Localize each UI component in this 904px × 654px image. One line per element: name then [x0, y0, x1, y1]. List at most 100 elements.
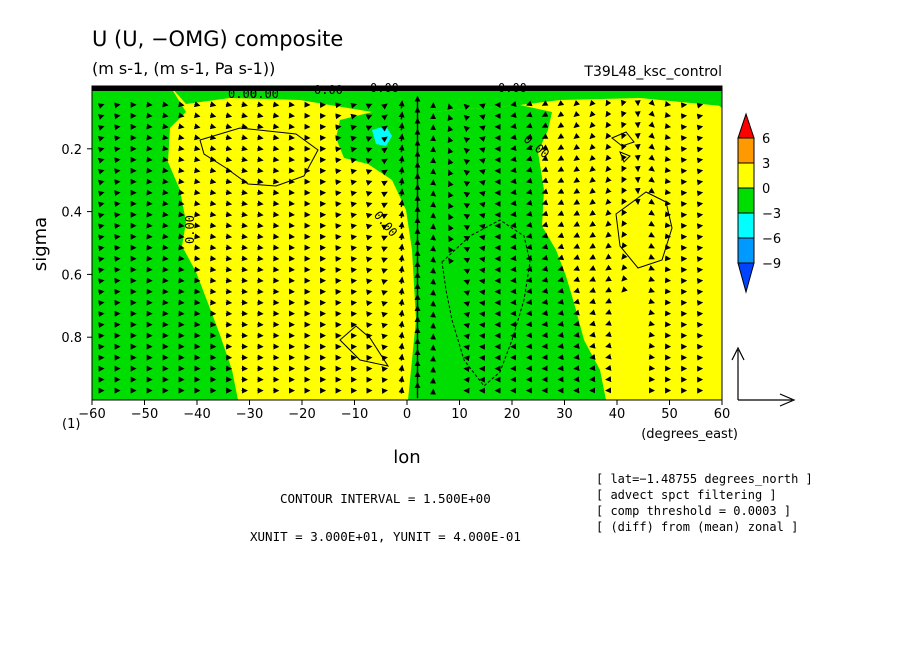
wind-vector	[381, 235, 388, 242]
wind-vector	[350, 113, 358, 120]
y-tick-label: 0.2	[61, 143, 82, 158]
wind-vector	[463, 202, 471, 209]
wind-vector	[381, 103, 388, 110]
wind-vector	[605, 121, 612, 129]
wind-vector	[573, 221, 581, 227]
wind-vector	[398, 177, 405, 186]
wind-vector	[589, 165, 596, 172]
wind-vector	[381, 180, 388, 187]
y-tick-label: 0.6	[61, 268, 82, 283]
wind-vector	[225, 156, 233, 163]
wind-vector	[209, 134, 217, 141]
wind-vector	[335, 113, 342, 120]
wind-vector	[463, 125, 471, 133]
x-tick-label: 0	[403, 407, 411, 422]
plot-area	[92, 86, 722, 400]
wind-vector	[194, 156, 201, 163]
wind-vector	[241, 145, 248, 152]
wind-vector	[381, 279, 388, 285]
wind-vector	[381, 213, 388, 220]
wind-vector	[381, 147, 388, 154]
wind-vector	[365, 201, 373, 208]
wind-vector	[573, 199, 581, 205]
wind-vector	[178, 156, 185, 163]
colorbar-bin	[737, 237, 755, 264]
wind-vector	[194, 255, 201, 262]
wind-vector	[463, 169, 471, 176]
wind-vector	[162, 134, 169, 141]
run-name: T39L48_ksc_control	[583, 64, 722, 80]
wind-vector	[573, 165, 581, 172]
wind-vector	[365, 191, 373, 197]
wind-vector	[273, 211, 280, 218]
wind-vector	[605, 132, 612, 140]
wind-vector	[273, 200, 280, 207]
wind-vector	[241, 167, 248, 174]
wind-vector	[178, 167, 185, 174]
wind-vector	[194, 167, 201, 174]
wind-vector	[241, 134, 248, 141]
wind-vector	[589, 287, 596, 293]
wind-vector	[225, 233, 233, 240]
wind-vector	[365, 256, 373, 263]
wind-vector	[365, 147, 373, 153]
wind-vector	[194, 266, 201, 273]
wind-vector	[272, 123, 280, 130]
contour-label: 0.00	[250, 87, 279, 101]
wind-vector	[605, 110, 612, 118]
wind-vector	[257, 266, 264, 273]
note-line: [ (diff) from (mean) zonal ]	[596, 520, 798, 534]
negative-region-west	[92, 86, 238, 400]
wind-vector	[573, 154, 581, 161]
wind-vector	[398, 309, 405, 317]
wind-vector	[241, 200, 248, 207]
wind-vector	[463, 191, 471, 198]
wind-vector	[605, 187, 612, 194]
wind-vector	[225, 134, 233, 141]
wind-vector	[398, 287, 405, 295]
wind-vector	[98, 190, 105, 197]
wind-vector	[241, 244, 248, 251]
wind-vector	[225, 288, 233, 295]
wind-vector	[557, 177, 565, 183]
wind-vector	[605, 165, 612, 173]
wind-vector	[209, 233, 217, 240]
wind-vector	[178, 123, 185, 130]
wind-vector	[398, 221, 405, 230]
wind-vector	[97, 114, 105, 120]
x-axis-title: lon	[393, 447, 420, 468]
wind-vector	[162, 123, 169, 130]
wind-vector	[98, 179, 105, 186]
colorbar-tick-label: 3	[762, 157, 770, 172]
wind-vector	[398, 375, 405, 383]
wind-vector	[398, 155, 405, 164]
wind-vector	[381, 202, 388, 209]
wind-vector	[381, 136, 388, 143]
wind-vector	[589, 242, 596, 249]
wind-vector	[557, 155, 565, 161]
wind-vector	[557, 221, 565, 227]
wind-vector	[381, 224, 388, 231]
wind-vector	[97, 146, 105, 153]
wind-vector	[589, 209, 596, 216]
wind-vector	[398, 298, 405, 306]
wind-vector	[398, 265, 405, 273]
wind-vector	[272, 178, 280, 185]
wind-vector	[541, 122, 549, 128]
wind-vector	[209, 222, 217, 229]
wind-vector	[557, 232, 565, 238]
wind-vector	[288, 112, 295, 119]
wind-vector	[398, 386, 405, 394]
wind-vector	[350, 179, 358, 186]
colorbar-bin	[737, 137, 755, 164]
wind-vector	[210, 244, 217, 251]
wind-vector	[209, 178, 217, 185]
wind-vector	[193, 112, 201, 119]
wind-vector	[272, 189, 280, 196]
wind-vector	[573, 287, 580, 294]
wind-vector	[365, 103, 373, 110]
wind-vector	[589, 110, 596, 118]
unit-text: XUNIT = 3.000E+01, YUNIT = 4.000E-01	[250, 529, 521, 544]
wind-vector	[525, 122, 533, 129]
wind-vector	[365, 223, 373, 230]
